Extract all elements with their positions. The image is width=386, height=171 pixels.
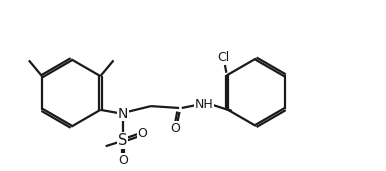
Text: S: S [118, 133, 128, 148]
Text: Cl: Cl [217, 51, 229, 64]
Text: O: O [118, 154, 128, 167]
Text: N: N [118, 107, 128, 121]
Text: O: O [171, 122, 180, 135]
Text: NH: NH [195, 98, 213, 111]
Text: O: O [137, 127, 147, 140]
